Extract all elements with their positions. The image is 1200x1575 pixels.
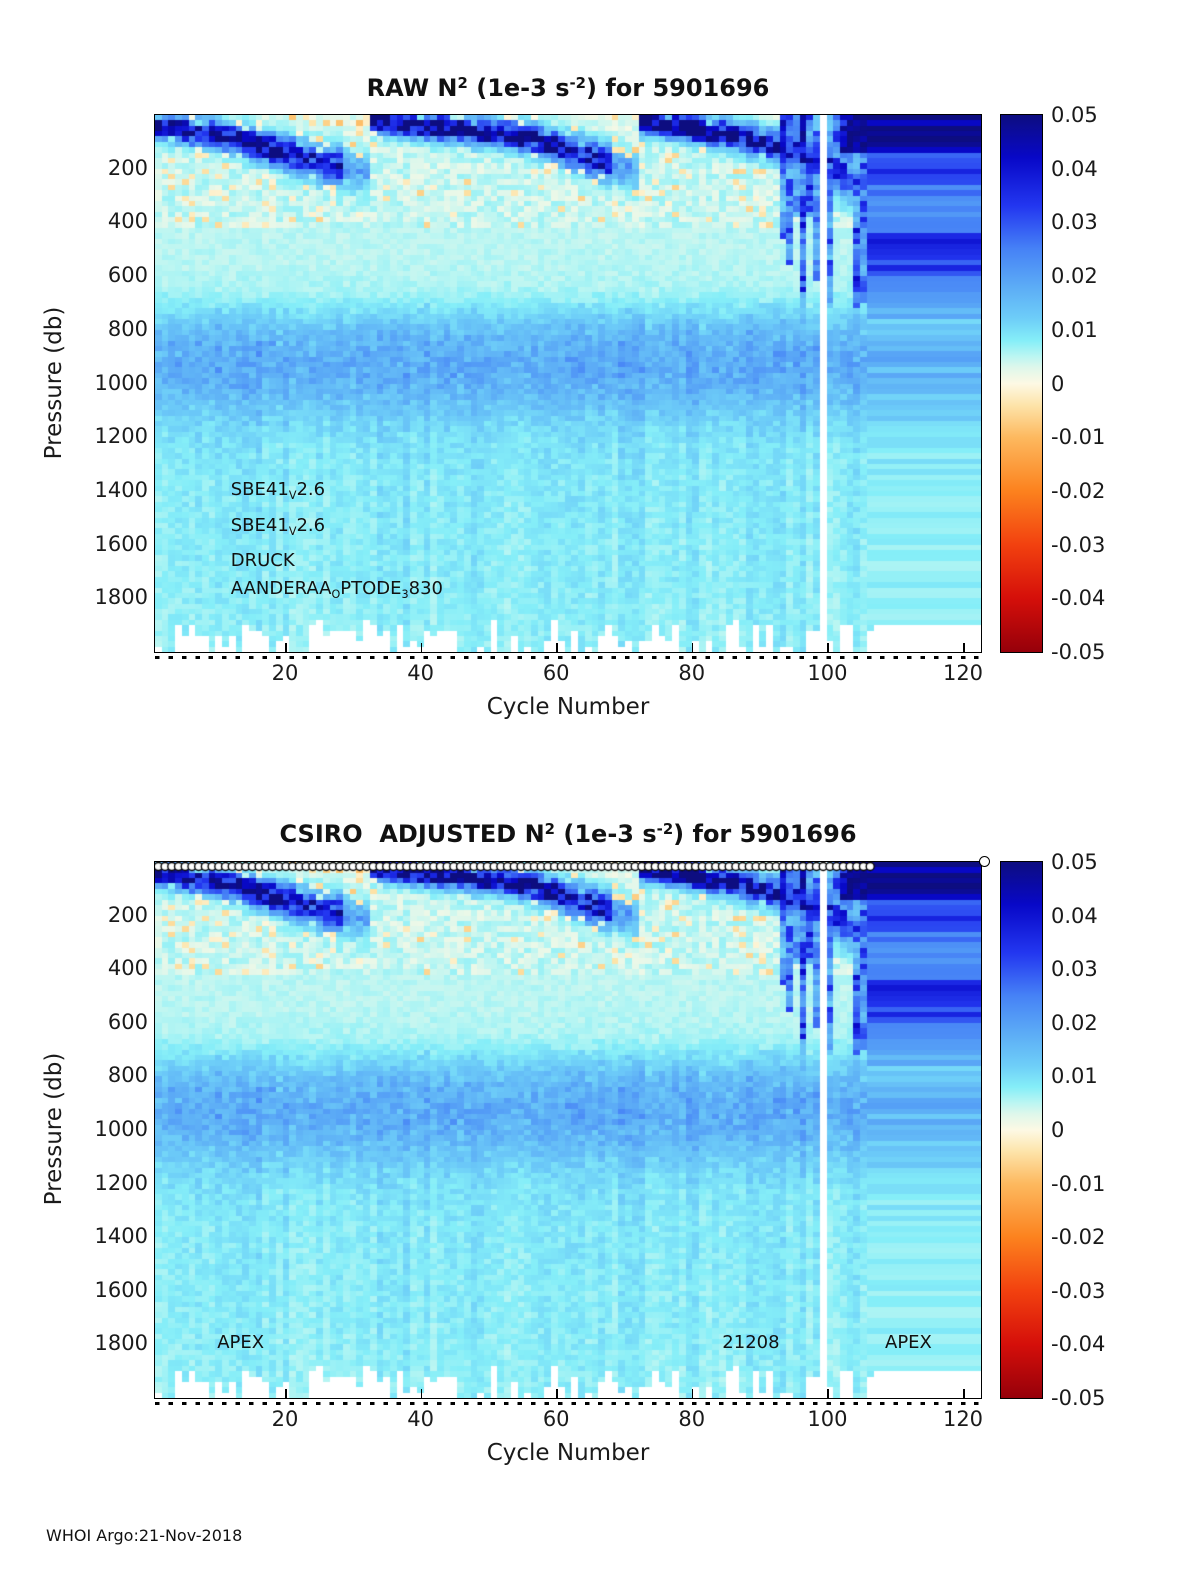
y-tick-label: 600 — [107, 1009, 148, 1034]
x-tick-label: 20 — [271, 661, 299, 685]
x-major-tick — [285, 643, 287, 652]
colorbar-tick-label: -0.01 — [1051, 425, 1106, 450]
x-major-tick — [285, 1389, 287, 1398]
y-tick-label: 800 — [107, 1063, 148, 1088]
float-annotation: APEX — [885, 1332, 932, 1354]
colorbar-tick-label: 0.02 — [1051, 1010, 1098, 1035]
x-major-tick — [420, 643, 423, 652]
x-major-tick — [963, 643, 965, 652]
colorbar-tick-label: 0.01 — [1051, 317, 1098, 342]
colorbar-tick-label: -0.05 — [1051, 1386, 1106, 1410]
y-tick-label: 800 — [107, 316, 148, 341]
superscript: 2 — [457, 73, 468, 92]
x-major-tick — [420, 1389, 423, 1398]
colorbar-tick-label: 0.02 — [1051, 264, 1098, 289]
x-major-tick — [691, 643, 694, 652]
instrument-annotation: SBE41V2.6 — [230, 478, 326, 502]
colorbar-tick-label: -0.03 — [1051, 1278, 1106, 1303]
y-tick-label: 600 — [107, 263, 148, 288]
colorbar-tick-label: -0.04 — [1051, 1332, 1106, 1357]
colorbar-tick-label: 0 — [1051, 1118, 1065, 1142]
x-major-tick — [691, 1389, 694, 1398]
colorbar-tick-label: -0.04 — [1051, 586, 1106, 611]
raw-cycle-tick-dashes — [155, 656, 981, 659]
colorbar-tick-label: 0.05 — [1051, 103, 1098, 127]
colorbar-tick-label: 0.05 — [1051, 850, 1098, 874]
colorbar-tick-label: 0.01 — [1051, 1064, 1098, 1089]
y-tick-label: 400 — [107, 956, 148, 981]
raw-heatmap-canvas — [155, 115, 981, 652]
colorbar-tick-label: 0.03 — [1051, 210, 1098, 235]
adjusted-cycle-tick-dashes — [155, 1402, 981, 1405]
colorbar-tick-label: 0.04 — [1051, 156, 1098, 181]
x-tick-label: 100 — [807, 1407, 848, 1431]
instrument-annotation: AANDERAAOPTODE3830 — [230, 577, 443, 601]
instrument-annotation: DRUCK — [230, 549, 295, 571]
raw-plot-area — [154, 114, 982, 653]
y-tick-label: 200 — [107, 902, 148, 927]
x-major-tick — [556, 643, 558, 652]
x-tick-label: 60 — [542, 1407, 570, 1431]
x-tick-label: 20 — [271, 1407, 299, 1431]
y-tick-label: 1600 — [94, 531, 148, 556]
x-major-tick — [963, 1389, 965, 1398]
y-tick-label: 400 — [107, 209, 148, 234]
x-tick-label: 120 — [942, 1407, 984, 1431]
adjusted-heatmap-canvas — [155, 862, 981, 1398]
colorbar-tick-label: -0.03 — [1051, 532, 1106, 557]
colorbar-tick-label: 0 — [1051, 371, 1065, 396]
colorbar-tick-label: -0.01 — [1051, 1171, 1106, 1196]
adjusted-x-axis-label: Cycle Number — [486, 1440, 650, 1466]
raw-plot-title: RAW N2 (1e-3 s-2) for 5901696 — [366, 73, 770, 102]
subscript: V — [288, 488, 297, 502]
adjusted-plot-title: CSIRO ADJUSTED N2 (1e-3 s-2) for 5901696 — [279, 819, 857, 848]
x-tick-label: 100 — [807, 661, 848, 685]
colorbar-tick-label: 0.03 — [1051, 957, 1098, 982]
y-tick-label: 200 — [107, 155, 148, 180]
superscript: 2 — [544, 819, 556, 838]
y-tick-label: 1800 — [94, 1331, 148, 1356]
y-tick-label: 1000 — [94, 370, 148, 395]
y-tick-label: 1000 — [94, 1117, 148, 1141]
x-tick-label: 40 — [407, 1407, 434, 1431]
subscript: 3 — [401, 587, 409, 601]
superscript: -2 — [569, 73, 587, 92]
raw-colorbar — [1000, 114, 1043, 653]
y-tick-label: 1600 — [94, 1277, 148, 1302]
y-tick-label: 1800 — [94, 585, 148, 610]
y-tick-label: 1200 — [94, 424, 148, 449]
y-tick-label: 1400 — [94, 1224, 148, 1249]
y-tick-label: 1400 — [94, 477, 148, 502]
x-tick-label: 80 — [678, 661, 706, 685]
adjusted-plot-area — [154, 861, 982, 1399]
subscript: O — [331, 587, 341, 601]
superscript: -2 — [656, 819, 674, 838]
colorbar-tick-label: 0.04 — [1051, 903, 1098, 928]
colorbar-tick-label: -0.02 — [1051, 1225, 1106, 1250]
raw-x-axis-label: Cycle Number — [486, 694, 650, 720]
float-annotation: 21208 — [722, 1332, 780, 1354]
float-annotation: APEX — [217, 1332, 265, 1354]
footer-credit: WHOI Argo:21-Nov-2018 — [46, 1526, 243, 1545]
colorbar-tick-label: -0.05 — [1051, 640, 1106, 664]
x-major-tick — [556, 1389, 558, 1398]
outlier-marker-circle — [979, 856, 990, 867]
x-tick-label: 80 — [678, 1407, 706, 1431]
instrument-annotation: SBE41V2.6 — [230, 514, 326, 538]
x-major-tick — [827, 643, 829, 652]
x-tick-label: 120 — [942, 661, 984, 685]
x-tick-label: 40 — [407, 661, 434, 685]
x-tick-label: 60 — [542, 661, 570, 685]
subscript: V — [288, 524, 297, 538]
colorbar-tick-label: -0.02 — [1051, 478, 1106, 503]
adjusted-colorbar — [1000, 861, 1043, 1399]
y-tick-label: 1200 — [94, 1170, 148, 1195]
x-major-tick — [827, 1389, 829, 1398]
